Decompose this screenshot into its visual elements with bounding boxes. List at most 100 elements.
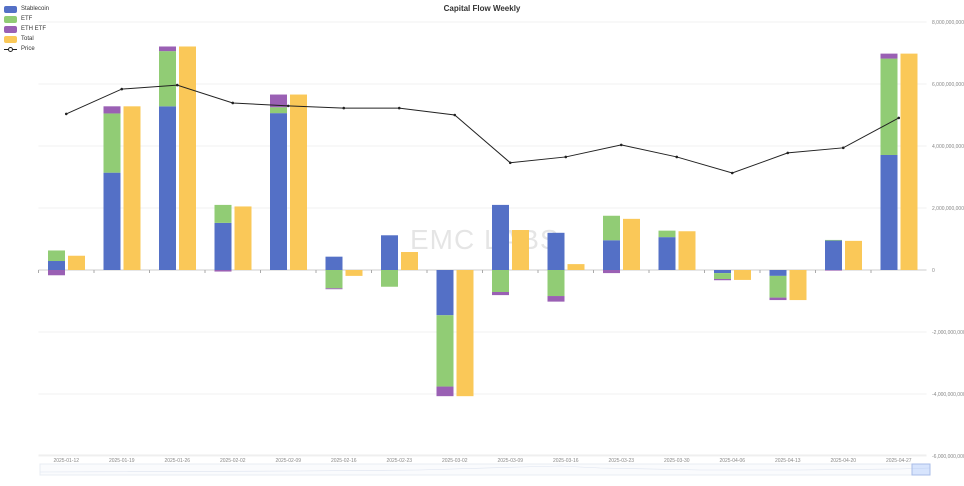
bar-stablecoin bbox=[381, 235, 398, 270]
x-tick-label: 2025-02-16 bbox=[331, 458, 357, 464]
bar-stablecoin bbox=[436, 270, 454, 316]
legend-label: Stablecoin bbox=[21, 6, 50, 12]
x-tick-label: 2025-03-30 bbox=[664, 458, 690, 464]
data-zoom-slider[interactable] bbox=[39, 463, 931, 476]
x-tick-label: 2025-03-02 bbox=[442, 458, 468, 464]
x-tick-label: 2025-02-23 bbox=[386, 458, 412, 464]
bar-etf bbox=[381, 270, 398, 287]
bar-stablecoin bbox=[825, 240, 842, 270]
bar-total bbox=[179, 46, 196, 270]
eth-etf-swatch bbox=[4, 25, 17, 33]
bar-etf bbox=[436, 315, 454, 387]
bar-stablecoin bbox=[714, 270, 731, 274]
bar-etf bbox=[48, 250, 65, 262]
x-tick-label: 2025-01-19 bbox=[109, 458, 135, 464]
bar-stablecoin bbox=[270, 113, 287, 270]
price-point bbox=[286, 104, 290, 108]
bar-total bbox=[512, 230, 529, 270]
bar-stablecoin bbox=[658, 237, 676, 270]
bar-total bbox=[789, 270, 807, 301]
legend-item-stablecoin[interactable]: Stablecoin bbox=[4, 4, 49, 14]
legend-item-total[interactable]: Total bbox=[4, 34, 49, 44]
x-tick-label: 2025-04-13 bbox=[775, 458, 801, 464]
bar-eth-etf bbox=[159, 46, 176, 52]
x-tick-label: 2025-01-26 bbox=[164, 458, 190, 464]
bar-etf bbox=[547, 270, 565, 297]
bar-total bbox=[734, 270, 751, 280]
bar-total bbox=[290, 94, 307, 270]
price-point bbox=[564, 155, 568, 159]
y-tick-label: 2,000,000,000 bbox=[932, 206, 964, 212]
price-line-icon bbox=[4, 46, 17, 53]
x-tick-label: 2025-02-02 bbox=[220, 458, 246, 464]
bar-etf bbox=[159, 51, 176, 107]
bar-stablecoin bbox=[325, 256, 343, 270]
bar-etf bbox=[603, 215, 620, 241]
price-line bbox=[66, 84, 899, 174]
slider-preview bbox=[39, 465, 931, 473]
x-tick-label: 2025-04-27 bbox=[886, 458, 912, 464]
stablecoin-swatch bbox=[4, 5, 17, 13]
price-point bbox=[342, 106, 346, 110]
bar-etf bbox=[658, 230, 676, 238]
slider-window[interactable] bbox=[911, 463, 931, 476]
price-point bbox=[64, 112, 68, 116]
bar-eth-etf bbox=[214, 270, 232, 272]
bar-stablecoin bbox=[103, 172, 121, 270]
y-tick-label: -2,000,000,000 bbox=[932, 330, 964, 336]
bar-total bbox=[567, 264, 585, 270]
price-point bbox=[120, 87, 124, 91]
bar-stablecoin bbox=[547, 232, 565, 270]
bar-total bbox=[678, 231, 696, 270]
bar-stablecoin bbox=[769, 270, 787, 276]
bar-total bbox=[123, 106, 141, 270]
bar-etf bbox=[103, 113, 121, 173]
x-tick-label: 2025-04-20 bbox=[830, 458, 856, 464]
x-tick-label: 2025-01-12 bbox=[53, 458, 79, 464]
bar-eth-etf bbox=[714, 278, 731, 281]
bar-stablecoin bbox=[492, 204, 509, 270]
y-tick-label: 0 bbox=[932, 268, 935, 274]
bar-etf bbox=[769, 275, 787, 298]
bar-stablecoin bbox=[48, 261, 65, 270]
legend: Stablecoin ETF ETH ETF Total Price bbox=[4, 4, 49, 54]
legend-label: ETF bbox=[21, 16, 33, 22]
bar-eth-etf bbox=[825, 270, 842, 271]
price-point bbox=[841, 146, 845, 150]
bar-eth-etf bbox=[880, 53, 898, 59]
bar-eth-etf bbox=[103, 106, 121, 114]
bar-etf bbox=[325, 270, 343, 289]
bar-stablecoin bbox=[603, 240, 620, 270]
price-point bbox=[730, 171, 734, 175]
price-point bbox=[675, 155, 679, 159]
bar-total bbox=[345, 270, 363, 276]
price-point bbox=[897, 116, 901, 120]
bar-etf bbox=[214, 204, 232, 223]
etf-swatch bbox=[4, 15, 17, 23]
bar-total bbox=[623, 218, 640, 270]
bar-eth-etf bbox=[547, 296, 565, 302]
legend-item-price[interactable]: Price bbox=[4, 44, 49, 54]
bar-eth-etf bbox=[325, 288, 343, 290]
bar-total bbox=[401, 252, 418, 270]
legend-label: ETH ETF bbox=[21, 26, 46, 32]
legend-item-etf[interactable]: ETF bbox=[4, 14, 49, 24]
price-point bbox=[231, 101, 235, 105]
bar-stablecoin bbox=[880, 154, 898, 270]
bar-eth-etf bbox=[270, 94, 287, 108]
bar-eth-etf bbox=[603, 270, 620, 274]
bar-etf bbox=[492, 270, 509, 293]
bar-eth-etf bbox=[436, 386, 454, 397]
y-tick-label: 8,000,000,000 bbox=[932, 20, 964, 26]
bar-etf bbox=[270, 107, 287, 114]
legend-item-eth-etf[interactable]: ETH ETF bbox=[4, 24, 49, 34]
bar-total bbox=[68, 255, 85, 270]
bar-total bbox=[900, 53, 918, 271]
bar-stablecoin bbox=[159, 106, 176, 270]
bar-eth-etf bbox=[492, 292, 509, 296]
y-tick-label: -6,000,000,000 bbox=[932, 454, 964, 460]
x-tick-label: 2025-02-09 bbox=[275, 458, 301, 464]
y-tick-label: 6,000,000,000 bbox=[932, 82, 964, 88]
bar-etf bbox=[714, 273, 731, 279]
